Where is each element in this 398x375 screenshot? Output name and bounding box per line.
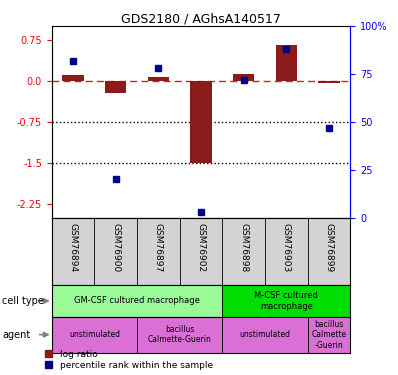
Text: GSM76900: GSM76900 [111,223,120,272]
Legend: log ratio, percentile rank within the sample: log ratio, percentile rank within the sa… [44,349,214,370]
Text: GSM76894: GSM76894 [68,223,78,272]
Bar [222,285,350,317]
Text: GSM76897: GSM76897 [154,223,163,272]
Bar [233,74,254,81]
Text: GSM76899: GSM76899 [324,223,334,272]
Text: GSM76902: GSM76902 [197,223,205,272]
Bar [137,317,222,352]
Bar [52,317,137,352]
Title: GDS2180 / AGhsA140517: GDS2180 / AGhsA140517 [121,12,281,25]
Text: cell type: cell type [2,296,44,306]
Text: GM-CSF cultured macrophage: GM-CSF cultured macrophage [74,296,200,305]
Text: agent: agent [2,330,30,340]
Text: bacillus
Calmette-Guerin: bacillus Calmette-Guerin [148,325,212,344]
Text: M-CSF cultured
macrophage: M-CSF cultured macrophage [254,291,318,310]
Bar [222,317,308,352]
Text: unstimulated: unstimulated [240,330,291,339]
Text: GSM76903: GSM76903 [282,223,291,272]
Bar [275,45,297,81]
Bar [308,317,350,352]
Bar [148,77,169,81]
Bar [62,75,84,81]
Text: unstimulated: unstimulated [69,330,120,339]
Bar [190,81,212,163]
Text: bacillus
Calmette
-Guerin: bacillus Calmette -Guerin [311,320,347,350]
Bar [318,81,339,82]
Bar [52,285,222,317]
Bar [105,81,127,93]
Text: GSM76898: GSM76898 [239,223,248,272]
